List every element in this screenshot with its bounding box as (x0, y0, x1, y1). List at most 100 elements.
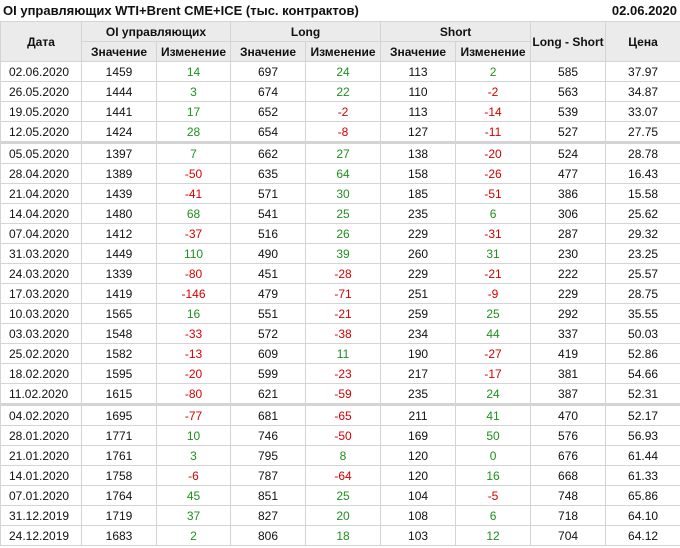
table-row: 02.06.2020 1459 14 697 24 113 2 585 37.97 (0, 61, 680, 82)
table-row: 24.03.2020 1339 -80 451 -28 229 -21 222 25.57 (0, 263, 680, 284)
cell-oi-change: 3 (155, 81, 232, 102)
cell-oi-value: 1419 (81, 283, 157, 304)
cell-date: 28.01.2020 (0, 425, 82, 446)
cell-long-short: 539 (530, 101, 607, 122)
cell-short-change: 31 (455, 243, 532, 264)
cell-price: 25.57 (605, 263, 680, 284)
cell-price: 33.07 (605, 101, 680, 122)
table-row: 04.02.2020 1695 -77 681 -65 211 41 470 52.17 (0, 403, 680, 426)
cell-oi-value: 1683 (81, 525, 157, 546)
cell-long-short: 419 (530, 343, 607, 364)
header-long-value: Значение (230, 41, 307, 62)
cell-long-short: 576 (530, 425, 607, 446)
cell-price: 64.10 (605, 505, 680, 526)
cell-oi-change: 7 (155, 141, 232, 164)
header-long-short: Long - Short (530, 21, 607, 62)
cell-oi-value: 1764 (81, 485, 157, 506)
cell-date: 11.02.2020 (0, 383, 82, 405)
cell-long-change: 18 (305, 525, 382, 546)
cell-short-change: 24 (455, 383, 532, 405)
cell-long-change: -28 (305, 263, 382, 284)
cell-oi-value: 1719 (81, 505, 157, 526)
table-row: 12.05.2020 1424 28 654 -8 127 -11 527 27.75 (0, 121, 680, 143)
cell-long-value: 541 (230, 203, 307, 224)
cell-oi-change: -41 (155, 183, 232, 204)
cell-long-change: -2 (305, 101, 382, 122)
cell-oi-value: 1582 (81, 343, 157, 364)
cell-short-value: 104 (380, 485, 457, 506)
cell-short-value: 190 (380, 343, 457, 364)
cell-oi-change: -77 (155, 403, 232, 426)
table-row: 21.04.2020 1439 -41 571 30 185 -51 386 15.58 (0, 183, 680, 204)
cell-oi-value: 1449 (81, 243, 157, 264)
oi-table: Дата OI управляющих Long Short Long - Sh… (0, 21, 680, 546)
cell-short-value: 110 (380, 81, 457, 102)
cell-date: 03.03.2020 (0, 323, 82, 344)
cell-oi-value: 1339 (81, 263, 157, 284)
cell-price: 35.55 (605, 303, 680, 324)
cell-price: 52.31 (605, 383, 680, 405)
cell-short-value: 120 (380, 465, 457, 486)
cell-long-change: 25 (305, 203, 382, 224)
cell-short-change: 0 (455, 445, 532, 466)
cell-short-value: 113 (380, 61, 457, 82)
cell-long-value: 599 (230, 363, 307, 384)
cell-long-change: 20 (305, 505, 382, 526)
cell-long-change: -38 (305, 323, 382, 344)
cell-long-short: 470 (530, 403, 607, 426)
cell-short-value: 120 (380, 445, 457, 466)
cell-short-value: 234 (380, 323, 457, 344)
cell-long-short: 222 (530, 263, 607, 284)
cell-oi-change: -20 (155, 363, 232, 384)
cell-oi-change: 10 (155, 425, 232, 446)
cell-oi-value: 1439 (81, 183, 157, 204)
cell-oi-change: -37 (155, 223, 232, 244)
cell-price: 52.17 (605, 403, 680, 426)
header-date: Дата (0, 21, 82, 62)
cell-short-change: -17 (455, 363, 532, 384)
cell-long-change: 39 (305, 243, 382, 264)
cell-price: 34.87 (605, 81, 680, 102)
cell-oi-change: 2 (155, 525, 232, 546)
cell-price: 29.32 (605, 223, 680, 244)
cell-short-change: -51 (455, 183, 532, 204)
cell-long-short: 337 (530, 323, 607, 344)
header-row-1: Дата OI управляющих Long Short Long - Sh… (0, 21, 680, 62)
cell-short-change: -20 (455, 141, 532, 164)
cell-short-value: 229 (380, 223, 457, 244)
header-long-change: Изменение (305, 41, 382, 62)
cell-long-change: 22 (305, 81, 382, 102)
table-row: 07.01.2020 1764 45 851 25 104 -5 748 65.86 (0, 485, 680, 506)
cell-oi-change: -6 (155, 465, 232, 486)
table-row: 31.12.2019 1719 37 827 20 108 6 718 64.10 (0, 505, 680, 526)
cell-long-change: -64 (305, 465, 382, 486)
cell-oi-change: 37 (155, 505, 232, 526)
cell-oi-value: 1397 (81, 141, 157, 164)
cell-long-value: 571 (230, 183, 307, 204)
cell-long-value: 681 (230, 403, 307, 426)
cell-price: 16.43 (605, 163, 680, 184)
table-row: 14.04.2020 1480 68 541 25 235 6 306 25.62 (0, 203, 680, 224)
cell-short-change: 50 (455, 425, 532, 446)
cell-oi-change: -13 (155, 343, 232, 364)
cell-long-short: 563 (530, 81, 607, 102)
cell-oi-value: 1441 (81, 101, 157, 122)
cell-date: 31.12.2019 (0, 505, 82, 526)
table-row: 28.04.2020 1389 -50 635 64 158 -26 477 16.43 (0, 163, 680, 184)
cell-oi-change: -80 (155, 383, 232, 405)
cell-long-change: 30 (305, 183, 382, 204)
cell-oi-change: 68 (155, 203, 232, 224)
cell-long-value: 662 (230, 141, 307, 164)
cell-price: 37.97 (605, 61, 680, 82)
cell-long-value: 551 (230, 303, 307, 324)
cell-short-value: 235 (380, 203, 457, 224)
header-price: Цена (605, 21, 680, 62)
cell-short-change: 6 (455, 505, 532, 526)
cell-price: 61.44 (605, 445, 680, 466)
cell-short-value: 108 (380, 505, 457, 526)
header-oi-change: Изменение (155, 41, 232, 62)
cell-long-short: 381 (530, 363, 607, 384)
cell-long-change: -71 (305, 283, 382, 304)
cell-long-short: 292 (530, 303, 607, 324)
cell-date: 14.01.2020 (0, 465, 82, 486)
